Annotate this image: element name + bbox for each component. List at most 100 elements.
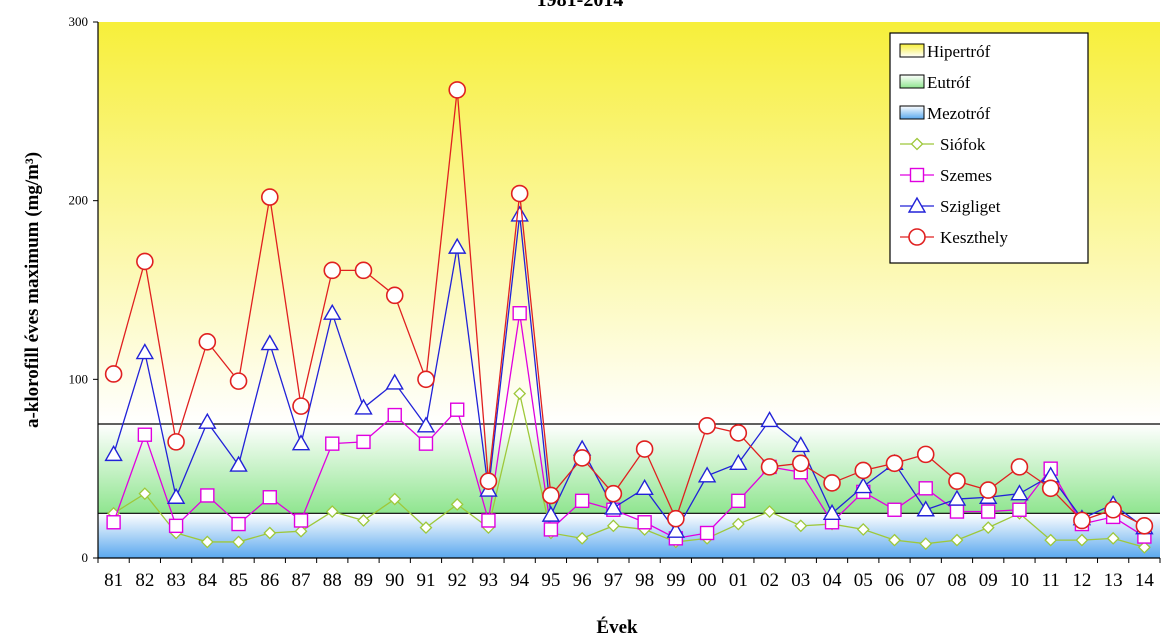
y-tick-label: 100 <box>69 371 89 386</box>
point-keszthely <box>354 261 373 280</box>
point-szigliget <box>697 466 717 483</box>
point-si-fok <box>357 514 370 527</box>
x-tick-label: 02 <box>760 570 779 591</box>
x-tick-label: 13 <box>1104 570 1123 591</box>
point-keszthely <box>1041 479 1060 498</box>
point-si-fok <box>1106 531 1120 545</box>
point-keszthely <box>1104 500 1122 519</box>
point-keszthely <box>916 445 935 464</box>
point-szigliget <box>854 477 873 494</box>
x-tick-label: 01 <box>729 570 748 591</box>
point-szemes <box>106 515 121 530</box>
point-si-fok <box>138 487 152 501</box>
point-si-fok <box>232 535 245 549</box>
legend-marker-szemes <box>909 167 925 183</box>
series-line-szigliget <box>112 214 1145 533</box>
x-tick-label: 97 <box>604 570 623 591</box>
point-keszthely <box>948 472 966 490</box>
x-tick-label: 88 <box>323 570 342 591</box>
point-si-fok <box>919 537 933 551</box>
x-tick-label: 90 <box>385 570 404 591</box>
x-tick-label: 08 <box>947 570 966 591</box>
x-tick-label: 86 <box>260 570 279 591</box>
legend-swatch-eu <box>899 74 925 89</box>
point-szigliget <box>135 343 155 360</box>
legend-marker-si-fok <box>910 137 924 151</box>
point-keszthely <box>510 184 529 203</box>
point-szemes <box>512 306 527 321</box>
point-si-fok <box>950 533 964 547</box>
point-szemes <box>137 427 153 442</box>
point-szigliget <box>291 434 311 451</box>
point-szemes <box>231 516 246 532</box>
point-szemes <box>637 515 652 530</box>
point-keszthely <box>885 454 904 473</box>
point-keszthely <box>260 188 279 206</box>
x-tick-label: 81 <box>104 570 123 591</box>
point-keszthely <box>417 370 435 389</box>
point-keszthely <box>136 252 154 271</box>
series-keszthely <box>104 81 1154 535</box>
x-tick-label: 04 <box>823 570 843 591</box>
y-axis-title: a-klorofill éves maximum (mg/m³) <box>22 152 43 428</box>
point-szemes <box>450 402 465 417</box>
point-szigliget <box>354 398 373 415</box>
legend-label: Mezotróf <box>927 104 991 123</box>
x-tick-label: 05 <box>854 570 873 591</box>
point-si-fok <box>981 521 995 535</box>
x-tick-label: 93 <box>479 570 498 591</box>
point-szemes <box>543 522 559 537</box>
point-szemes <box>293 513 309 528</box>
point-szemes <box>325 436 340 451</box>
x-tick-label: 07 <box>916 570 935 591</box>
point-keszthely <box>979 481 998 499</box>
point-szigliget <box>604 498 623 515</box>
point-szemes <box>481 513 496 528</box>
point-szemes <box>981 504 996 519</box>
point-si-fok <box>419 521 433 535</box>
series-line-szemes <box>113 313 1145 540</box>
point-szigliget <box>260 334 280 351</box>
point-szigliget <box>916 500 935 517</box>
point-szemes <box>949 504 965 519</box>
point-szemes <box>574 493 590 509</box>
x-axis-title: Évek <box>596 616 638 638</box>
point-szemes <box>168 518 184 534</box>
point-szigliget <box>104 444 123 462</box>
x-tick-label: 84 <box>198 570 218 591</box>
point-szigliget <box>541 505 561 522</box>
point-keszthely <box>729 424 748 442</box>
legend: Hipertróf Eutróf Mezotróf Siófok Szemes Szigl… <box>889 32 1089 264</box>
band-eu <box>98 424 1160 514</box>
point-si-fok <box>263 526 277 540</box>
point-szemes <box>699 525 715 541</box>
point-szemes <box>418 436 434 451</box>
point-szigliget <box>229 455 248 472</box>
point-keszthely <box>229 372 248 390</box>
legend-label: Szigliget <box>940 197 1001 216</box>
x-tick-label: 99 <box>666 570 685 591</box>
point-szemes <box>887 502 902 517</box>
point-si-fok <box>575 531 589 545</box>
point-szemes <box>200 488 215 503</box>
point-si-fok <box>200 535 214 549</box>
point-si-fok <box>794 519 808 533</box>
point-szigliget <box>791 436 811 453</box>
y-tick-label: 200 <box>69 193 89 208</box>
legend-box <box>889 32 1089 264</box>
point-keszthely <box>760 458 779 476</box>
legend-label: Siófok <box>940 135 986 154</box>
legend-label: Szemes <box>940 166 992 185</box>
legend-label: Hipertróf <box>927 42 991 61</box>
point-si-fok <box>606 519 620 533</box>
point-si-fok <box>450 497 464 511</box>
point-szigliget <box>166 487 186 504</box>
point-szigliget <box>635 478 654 496</box>
point-szigliget <box>198 412 217 429</box>
point-szigliget <box>822 503 842 521</box>
y-tick-label: 0 <box>82 550 89 565</box>
point-szigliget <box>666 521 686 538</box>
